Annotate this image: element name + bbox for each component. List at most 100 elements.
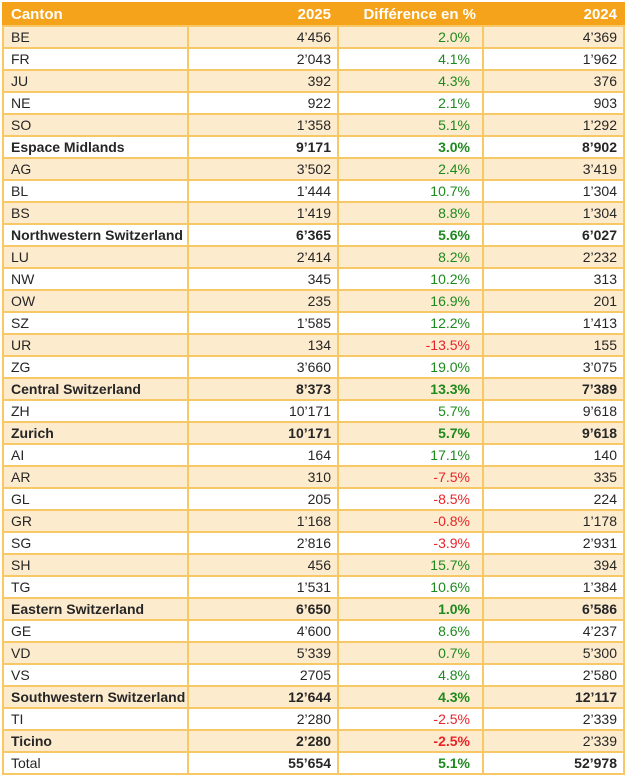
table-row: SZ 1’585 12.2% 1’413 [2, 311, 625, 335]
canton-cell: Espace Midlands [2, 135, 189, 159]
diff-percent-cell: 10.2% [337, 267, 484, 291]
value-2025-cell: 205 [187, 487, 339, 511]
diff-percent-cell: -2.5% [337, 729, 484, 753]
canton-cell: AI [2, 443, 189, 467]
diff-percent-cell: 5.7% [337, 421, 484, 445]
value-2024-cell: 224 [482, 487, 625, 511]
table-row: TG 1’531 10.6% 1’384 [2, 575, 625, 599]
value-2024-cell: 3’419 [482, 157, 625, 181]
value-2025-cell: 345 [187, 267, 339, 291]
table-row: AG 3’502 2.4% 3’419 [2, 157, 625, 181]
value-2024-cell: 1’962 [482, 47, 625, 71]
table-row: TI 2’280 -2.5% 2’339 [2, 707, 625, 731]
table-header: Canton 2025 Différence en % 2024 [2, 2, 625, 27]
table-row: LU 2’414 8.2% 2’232 [2, 245, 625, 269]
diff-percent-cell: 16.9% [337, 289, 484, 313]
table-row: BE 4’456 2.0% 4’369 [2, 25, 625, 49]
value-2024-cell: 9’618 [482, 399, 625, 423]
value-2024-cell: 313 [482, 267, 625, 291]
value-2024-cell: 2’339 [482, 707, 625, 731]
value-2024-cell: 394 [482, 553, 625, 577]
value-2025-cell: 922 [187, 91, 339, 115]
value-2024-cell: 9’618 [482, 421, 625, 445]
canton-cell: Eastern Switzerland [2, 597, 189, 621]
value-2025-cell: 8’373 [187, 377, 339, 401]
diff-percent-cell: 12.2% [337, 311, 484, 335]
value-2025-cell: 392 [187, 69, 339, 93]
diff-percent-cell: 17.1% [337, 443, 484, 467]
canton-cell: Southwestern Switzerland [2, 685, 189, 709]
table-row: Northwestern Switzerland 6’365 5.6% 6’027 [2, 223, 625, 247]
diff-percent-cell: 19.0% [337, 355, 484, 379]
value-2025-cell: 1’531 [187, 575, 339, 599]
table-row: GR 1’168 -0.8% 1’178 [2, 509, 625, 533]
canton-cell: LU [2, 245, 189, 269]
table-row: AR 310 -7.5% 335 [2, 465, 625, 489]
diff-percent-cell: 15.7% [337, 553, 484, 577]
diff-percent-cell: 4.3% [337, 685, 484, 709]
diff-percent-cell: 4.1% [337, 47, 484, 71]
diff-percent-cell: -13.5% [337, 333, 484, 357]
value-2024-cell: 2’232 [482, 245, 625, 269]
canton-cell: AR [2, 465, 189, 489]
value-2025-cell: 2’280 [187, 729, 339, 753]
canton-cell: GL [2, 487, 189, 511]
canton-cell: Total [2, 751, 189, 775]
value-2024-cell: 155 [482, 333, 625, 357]
canton-cell: TG [2, 575, 189, 599]
value-2025-cell: 10’171 [187, 399, 339, 423]
table-row: GL 205 -8.5% 224 [2, 487, 625, 511]
canton-cell: GE [2, 619, 189, 643]
canton-cell: GR [2, 509, 189, 533]
diff-percent-cell: -2.5% [337, 707, 484, 731]
diff-percent-cell: 13.3% [337, 377, 484, 401]
value-2024-cell: 6’027 [482, 223, 625, 247]
canton-cell: VD [2, 641, 189, 665]
value-2025-cell: 134 [187, 333, 339, 357]
value-2025-cell: 12’644 [187, 685, 339, 709]
value-2025-cell: 1’419 [187, 201, 339, 225]
value-2025-cell: 456 [187, 553, 339, 577]
table-row: GE 4’600 8.6% 4’237 [2, 619, 625, 643]
header-canton: Canton [2, 2, 189, 27]
table-row: Zurich 10’171 5.7% 9’618 [2, 421, 625, 445]
canton-cell: SG [2, 531, 189, 555]
canton-cell: TI [2, 707, 189, 731]
table-row: OW 235 16.9% 201 [2, 289, 625, 313]
value-2025-cell: 1’444 [187, 179, 339, 203]
value-2024-cell: 12’117 [482, 685, 625, 709]
value-2025-cell: 1’358 [187, 113, 339, 137]
canton-cell: Zurich [2, 421, 189, 445]
table-row: Ticino 2’280 -2.5% 2’339 [2, 729, 625, 753]
diff-percent-cell: 2.0% [337, 25, 484, 49]
table-row: SH 456 15.7% 394 [2, 553, 625, 577]
value-2024-cell: 1’413 [482, 311, 625, 335]
table-row: Espace Midlands 9’171 3.0% 8’902 [2, 135, 625, 159]
diff-percent-cell: 2.1% [337, 91, 484, 115]
value-2024-cell: 6’586 [482, 597, 625, 621]
value-2024-cell: 1’178 [482, 509, 625, 533]
value-2024-cell: 2’580 [482, 663, 625, 687]
diff-percent-cell: 5.1% [337, 113, 484, 137]
value-2024-cell: 52’978 [482, 751, 625, 775]
diff-percent-cell: 1.0% [337, 597, 484, 621]
canton-cell: Ticino [2, 729, 189, 753]
diff-percent-cell: -7.5% [337, 465, 484, 489]
value-2025-cell: 4’600 [187, 619, 339, 643]
table-row: ZG 3’660 19.0% 3’075 [2, 355, 625, 379]
canton-cell: JU [2, 69, 189, 93]
canton-cell: SH [2, 553, 189, 577]
diff-percent-cell: 8.8% [337, 201, 484, 225]
header-difference: Différence en % [337, 2, 484, 27]
value-2025-cell: 5’339 [187, 641, 339, 665]
table-row: Total 55’654 5.1% 52’978 [2, 751, 625, 775]
diff-percent-cell: -8.5% [337, 487, 484, 511]
value-2025-cell: 1’168 [187, 509, 339, 533]
value-2024-cell: 376 [482, 69, 625, 93]
canton-cell: VS [2, 663, 189, 687]
value-2024-cell: 2’931 [482, 531, 625, 555]
value-2024-cell: 1’304 [482, 201, 625, 225]
header-row: Canton 2025 Différence en % 2024 [2, 2, 625, 27]
diff-percent-cell: -0.8% [337, 509, 484, 533]
